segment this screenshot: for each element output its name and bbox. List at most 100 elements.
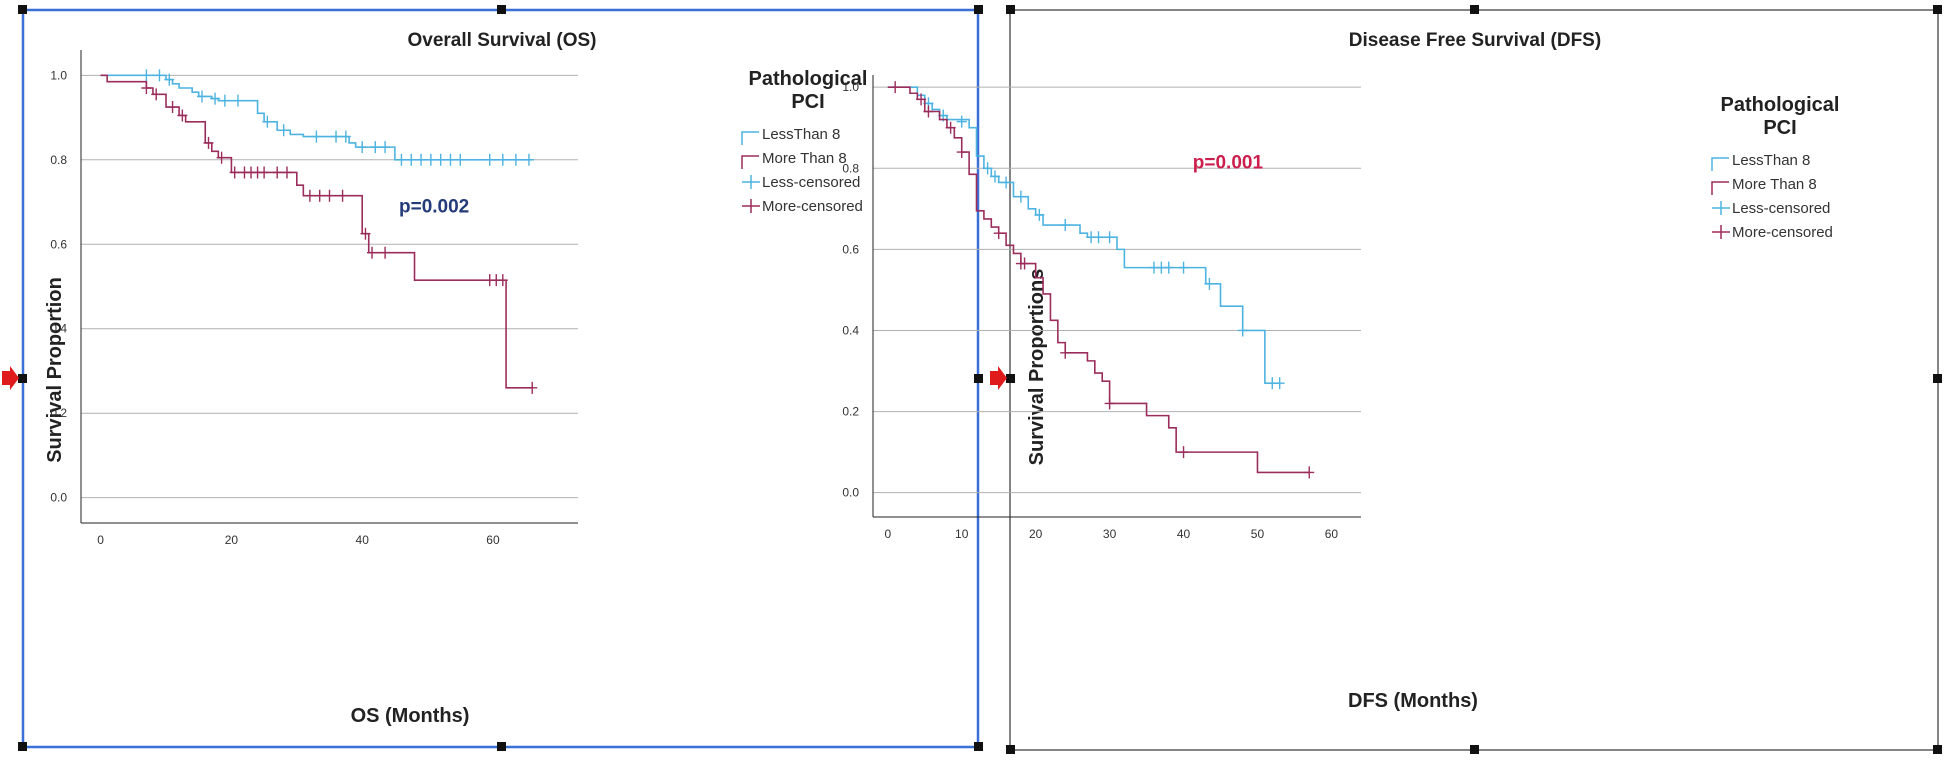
dfs-less-censor-mark [1060, 219, 1071, 232]
os-more-censor-mark [216, 151, 227, 164]
dfs-more-censor-mark [1019, 257, 1030, 270]
resize-handle[interactable] [974, 374, 983, 383]
resize-handle[interactable] [1006, 374, 1015, 383]
os-more-censor-mark [229, 166, 240, 179]
legend-label: Less-censored [1732, 200, 1830, 217]
dfs-less-censor-mark [990, 170, 1000, 183]
dfs-x-axis-label: DFS (Months) [1348, 690, 1478, 712]
x-tick-label: 40 [356, 533, 370, 547]
os-less-censor-mark [210, 92, 221, 105]
resize-handle[interactable] [1006, 745, 1015, 754]
os-less-censor-mark [425, 153, 436, 166]
legend-censor-mark [1712, 201, 1730, 215]
legend-label: More-censored [762, 198, 863, 215]
legend-title: PCI [791, 91, 824, 113]
resize-handle[interactable] [1933, 5, 1942, 14]
legend-swatch [741, 131, 759, 145]
legend-label: LessThan 8 [1732, 152, 1810, 169]
dfs-panel-frame[interactable] [1009, 9, 1939, 751]
legend-swatch [741, 155, 759, 169]
legend-censor-mark [742, 175, 760, 189]
os-more-censor-mark [380, 246, 391, 259]
dfs-less-censor-mark [1093, 231, 1104, 244]
legend-label: LessThan 8 [762, 126, 840, 143]
os-less-censor-mark [406, 153, 417, 166]
resize-handle[interactable] [1933, 374, 1942, 383]
resize-handle[interactable] [1006, 5, 1015, 14]
resize-handle[interactable] [1470, 745, 1479, 754]
y-tick-label: 0.4 [842, 323, 859, 337]
dfs-more-censor-mark [1060, 346, 1071, 359]
legend-label: More Than 8 [1732, 176, 1817, 193]
y-tick-label: 0.8 [842, 161, 859, 175]
os-resize-handles[interactable] [18, 5, 983, 751]
os-y-axis-label: Survival Proportion [44, 277, 66, 463]
dfs-less-censor-mark [1178, 261, 1189, 274]
os-less-censor-mark [164, 73, 175, 86]
os-less-censor-mark [435, 153, 446, 166]
resize-handle[interactable] [974, 742, 983, 751]
os-more-censor-mark [259, 166, 270, 179]
os-plot-area: 0.0 0.2 0.4 0.6 0.8 1.0 0 20 40 60 p=0.002 [50, 50, 578, 547]
os-panel-frame[interactable] [21, 8, 980, 749]
os-more-censor-mark [272, 166, 283, 179]
os-less-censor-mark [219, 94, 230, 107]
dfs-legend: Pathological PCI LessThan 8 More Than 8 … [1711, 94, 1840, 241]
resize-handle[interactable] [497, 5, 506, 14]
os-less-censor-mark [278, 124, 289, 137]
resize-handle[interactable] [974, 5, 983, 14]
dfs-more-censor-mark [956, 146, 967, 159]
os-less-censor-mark [154, 69, 165, 82]
y-tick-label: 1.0 [50, 68, 67, 82]
x-tick-label: 30 [1103, 527, 1117, 541]
os-more-censor-mark [367, 246, 378, 259]
x-tick-label: 60 [486, 533, 500, 547]
legend-title: Pathological [749, 68, 868, 90]
resize-handle[interactable] [18, 5, 27, 14]
legend-label: More-censored [1732, 224, 1833, 241]
dfs-plot-area: 0.0 0.2 0.4 0.6 0.8 1.0 0 10 20 30 40 50 60 p=0.001 [842, 75, 1361, 541]
os-chart-title: Overall Survival (OS) [407, 30, 596, 51]
dfs-more-censor-mark [945, 121, 956, 134]
os-less-censor-mark [380, 141, 391, 154]
os-more-survival-line [100, 74, 533, 389]
legend-title: PCI [1763, 117, 1796, 139]
os-more-censor-mark [167, 101, 178, 114]
legend-label: Less-censored [762, 174, 860, 191]
resize-handle[interactable] [18, 374, 27, 383]
dfs-less-censor-mark [1015, 190, 1026, 203]
y-tick-label: 0.0 [842, 486, 859, 500]
os-more-censor-mark [497, 274, 508, 287]
x-tick-label: 40 [1177, 527, 1191, 541]
os-more-censor-mark [151, 88, 162, 101]
dfs-less-censor-mark [1104, 231, 1115, 244]
dfs-resize-handles[interactable] [1006, 5, 1942, 754]
os-p-value-label: p=0.002 [399, 197, 469, 218]
os-legend: Pathological PCI LessThan 8 More Than 8 … [741, 68, 868, 215]
dfs-more-censor-mark [993, 227, 1004, 240]
os-less-censor-mark [455, 153, 466, 166]
os-less-censor-mark [311, 130, 322, 143]
os-more-censor-mark [314, 189, 325, 202]
x-tick-label: 20 [225, 533, 239, 547]
os-less-censor-mark [370, 141, 381, 154]
os-less-censor-mark [340, 130, 351, 143]
dfs-more-censor-mark [1178, 446, 1189, 459]
y-tick-label: 0.0 [50, 491, 67, 505]
x-tick-label: 60 [1325, 527, 1339, 541]
os-less-censor-mark [357, 141, 368, 154]
os-more-censor-mark [304, 189, 315, 202]
dfs-less-censor-mark [1237, 324, 1248, 337]
legend-censor-mark [1712, 225, 1730, 239]
resize-handle[interactable] [1470, 5, 1479, 14]
dfs-less-censor-mark [956, 115, 967, 128]
resize-handle[interactable] [18, 742, 27, 751]
x-tick-label: 0 [884, 527, 891, 541]
dfs-selection-arrow-icon [990, 366, 1007, 390]
dfs-more-censor-mark [1104, 397, 1115, 410]
os-less-censor-mark [331, 130, 342, 143]
resize-handle[interactable] [497, 742, 506, 751]
legend-title: Pathological [1721, 94, 1840, 116]
resize-handle[interactable] [1933, 745, 1942, 754]
